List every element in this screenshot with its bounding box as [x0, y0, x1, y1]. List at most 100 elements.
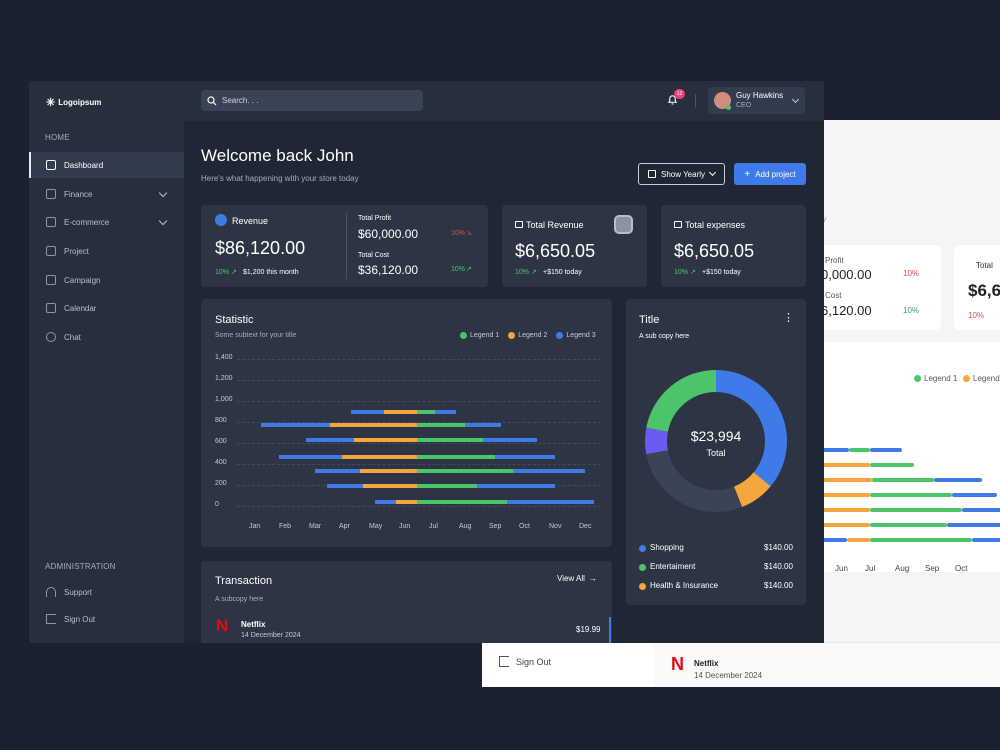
bar-segment-legend-1	[417, 409, 435, 414]
y-tick-label: 1,400	[215, 354, 233, 361]
signout-icon	[499, 656, 509, 667]
user-menu[interactable]: Guy Hawkins CEO	[708, 87, 805, 114]
sidebar-item-signout[interactable]: Sign Out	[29, 606, 184, 632]
search-input[interactable]: Search. . .	[201, 90, 423, 111]
sidebar-item-label: Finance	[64, 189, 93, 199]
donut-legend-dot	[639, 583, 646, 590]
bar-segment-legend-3	[279, 454, 342, 459]
bell-icon[interactable]	[667, 94, 678, 105]
view-all-link[interactable]: View All →	[557, 574, 597, 583]
y-tick-label: 1,200	[215, 375, 233, 382]
grid-line	[237, 380, 601, 381]
light-bar-segment	[870, 538, 972, 542]
sidebar-item-campaign[interactable]: Campaign	[29, 267, 184, 293]
sidebar-item-calendar[interactable]: Calendar	[29, 295, 184, 321]
bar-segment-legend-3	[261, 422, 330, 427]
light-profit-change: 10%	[903, 269, 920, 278]
grid-line	[237, 359, 601, 360]
user-role: CEO	[736, 102, 752, 109]
grid-icon	[46, 160, 56, 170]
arrow-right-icon: →	[588, 574, 597, 583]
legend-item-3: Legend 3	[556, 332, 596, 339]
x-tick-label: Apr	[339, 523, 350, 530]
add-project-label: Add project	[755, 169, 796, 179]
y-tick-label: 600	[215, 438, 227, 445]
x-tick-label: Jun	[399, 523, 411, 530]
donut-title: Title	[639, 314, 660, 326]
chevron-down-icon	[158, 216, 168, 226]
bar-segment-legend-3	[351, 409, 384, 414]
light-bottom-bar: Sign Out N Netflix 14 December 2024	[482, 642, 1000, 687]
x-tick-label: Jul	[429, 523, 438, 530]
view-all-label: View All	[557, 574, 585, 583]
light-total-label: Total	[976, 261, 993, 270]
scrollbar-thumb[interactable]	[609, 617, 611, 643]
bar-segment-legend-1	[417, 468, 513, 473]
sidebar-item-label: Campaign	[64, 275, 101, 285]
chart-icon[interactable]	[614, 215, 633, 234]
light-bar-segment	[870, 523, 947, 527]
total-profit-value: $60,000.00	[358, 227, 419, 241]
light-month-label: Jul	[865, 564, 876, 573]
chart-legend: Legend 1 Legend 2 Legend 3	[460, 332, 596, 339]
topbar: Search. . . 12 Guy Hawkins CEO	[184, 81, 824, 121]
sidebar-item-support[interactable]: Support	[29, 579, 184, 605]
donut-chart	[645, 370, 787, 512]
light-bar-segment	[822, 493, 870, 497]
bar-segment-legend-1	[417, 438, 483, 443]
transaction-subtitle: A subcopy here	[215, 596, 264, 603]
home-section-label: HOME	[45, 133, 70, 142]
light-bar-segment	[822, 523, 870, 527]
total-expenses-title: Total expenses	[685, 220, 746, 230]
total-cost-value: $36,120.00	[358, 263, 419, 277]
bar-segment-legend-1	[417, 454, 495, 459]
donut-card: Title ⋮ A sub copy here $23,994 Total Sh…	[626, 299, 806, 605]
light-legend-1: Legend 1	[924, 374, 958, 383]
sidebar-item-ecommerce[interactable]: E-commerce	[29, 209, 184, 235]
total-revenue-change: 10%	[515, 269, 530, 276]
bar-segment-legend-1	[417, 422, 465, 427]
page-title: Welcome back John	[201, 146, 354, 165]
light-bar-segment	[822, 538, 847, 542]
donut-segment	[645, 370, 787, 512]
bar-segment-legend-2	[354, 438, 417, 443]
y-tick-label: 200	[215, 480, 227, 487]
donut-legend-value: $140.00	[764, 543, 793, 552]
total-expenses-value: $6,650.05	[674, 241, 755, 261]
online-status-dot	[726, 105, 731, 110]
more-vertical-icon[interactable]: ⋮	[783, 312, 794, 324]
bar-segment-legend-3	[435, 409, 456, 414]
legend-label-1: Legend 1	[470, 332, 500, 339]
total-revenue-note: +$150 today	[543, 269, 582, 276]
transaction-row[interactable]: N Netflix 14 December 2024 $19.99	[201, 613, 612, 643]
transaction-amount: $19.99	[576, 625, 601, 634]
headphones-icon	[46, 587, 56, 597]
total-revenue-value: $6,650.05	[515, 241, 596, 261]
statistic-title: Statistic	[215, 314, 254, 326]
bar-segment-legend-1	[417, 499, 507, 504]
revenue-value: $86,120.00	[215, 238, 306, 258]
donut-total-value: $23,994	[690, 428, 742, 444]
light-tx-name: Netflix	[694, 659, 719, 668]
page-subtitle: Here's what happening with your store to…	[201, 174, 359, 183]
show-yearly-dropdown[interactable]: Show Yearly	[638, 163, 725, 185]
light-month-label: Aug	[895, 564, 910, 573]
revenue-title: Revenue	[232, 216, 269, 226]
sidebar-item-project[interactable]: Project	[29, 238, 184, 264]
x-tick-label: Nov	[549, 523, 562, 530]
sidebar: ✳ Logoipsum HOME Dashboard Finance E-com…	[29, 81, 184, 643]
revenue-change: 10%	[215, 269, 230, 276]
sidebar-item-chat[interactable]: Chat	[29, 324, 184, 350]
sidebar-item-finance[interactable]: Finance	[29, 181, 184, 207]
total-profit-change: 10%	[451, 230, 466, 237]
dashboard-window: ✳ Logoipsum HOME Dashboard Finance E-com…	[29, 81, 824, 643]
add-project-button[interactable]: + Add project	[734, 163, 806, 185]
wallet-icon	[46, 189, 56, 199]
grid-line	[237, 464, 601, 465]
total-cost-change: 10%	[451, 266, 466, 273]
folder-icon	[46, 246, 56, 256]
y-tick-label: 800	[215, 417, 227, 424]
sidebar-item-dashboard[interactable]: Dashboard	[29, 152, 184, 178]
donut-subtitle: A sub copy here	[639, 333, 690, 340]
logo-text: Logoipsum	[58, 98, 102, 107]
